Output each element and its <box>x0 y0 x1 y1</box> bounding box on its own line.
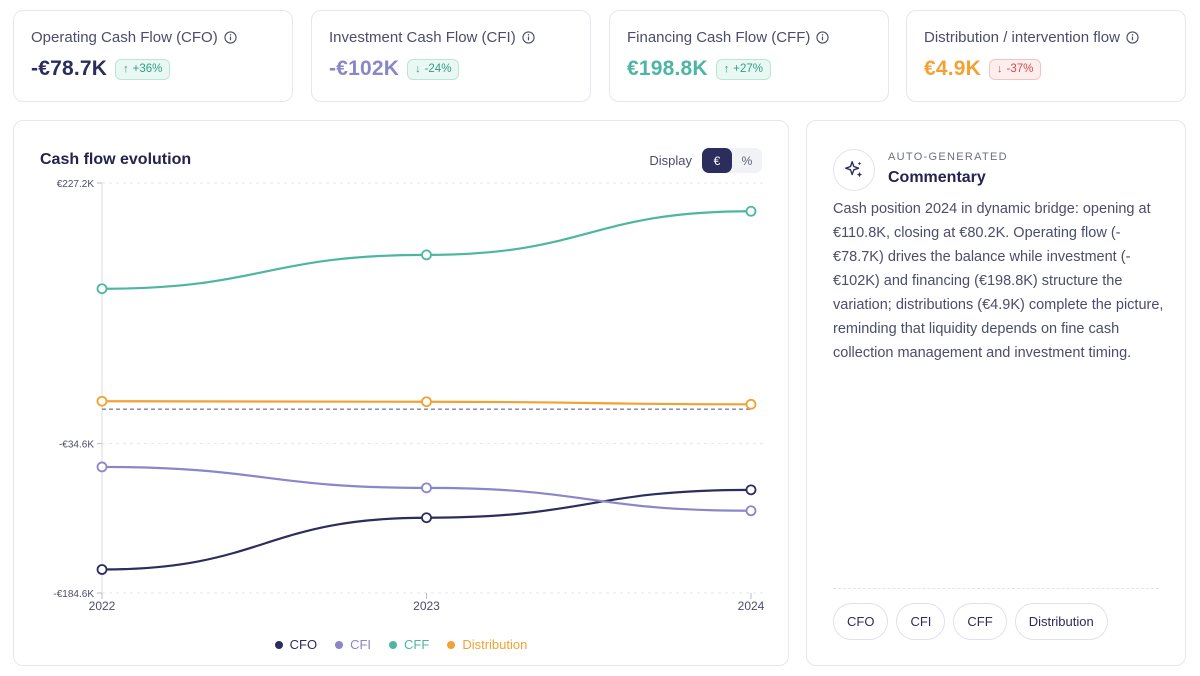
euro-option-button[interactable]: € <box>702 148 732 173</box>
kpi-label: Operating Cash Flow (CFO) <box>31 29 218 46</box>
kpi-value: -€78.7K <box>31 57 108 80</box>
series-chips: CFO CFI CFF Distribution <box>833 603 1108 640</box>
kpi-card-cff: Financing Cash Flow (CFF) €198.8K ↑ +27% <box>609 10 889 102</box>
trend-badge: ↑ +27% <box>715 58 772 80</box>
kpi-label: Investment Cash Flow (CFI) <box>329 29 516 46</box>
kpi-label: Distribution / intervention flow <box>924 29 1120 46</box>
info-circle-icon[interactable] <box>1126 31 1139 44</box>
sparkle-badge <box>833 149 875 191</box>
info-circle-icon[interactable] <box>224 31 237 44</box>
data-point-cfi <box>745 505 757 517</box>
info-circle-icon[interactable] <box>816 31 830 44</box>
data-point-cff <box>745 205 757 217</box>
kpi-card-distribution: Distribution / intervention flow €4.9K ↓… <box>906 10 1186 102</box>
legend-dot <box>335 640 344 649</box>
data-point-cff <box>421 249 432 261</box>
trend-badge: ↓ -24% <box>407 58 460 80</box>
info-circle-icon[interactable] <box>522 31 535 44</box>
data-point-cfo <box>745 484 757 496</box>
kpi-value: -€102K <box>329 57 400 80</box>
data-point-cfo <box>96 564 108 575</box>
unit-segmented-control: € % <box>702 148 762 173</box>
data-point-distribution <box>96 395 108 407</box>
data-point-cff <box>96 283 108 295</box>
x-tick-label: 2023 <box>413 599 440 613</box>
display-label: Display <box>649 153 692 168</box>
commentary-title: Commentary <box>888 169 986 186</box>
kpi-label: Financing Cash Flow (CFF) <box>627 29 811 46</box>
legend-dot <box>274 640 283 649</box>
data-point-cfi <box>421 482 432 494</box>
arrow-up-icon: ↑ <box>123 62 129 75</box>
commentary-card: AUTO-GENERATED Commentary Cash position … <box>806 120 1186 666</box>
x-tick-label: 2024 <box>738 599 765 613</box>
series-line-cfo <box>101 488 752 571</box>
percent-option-button[interactable]: % <box>741 153 753 168</box>
legend-item-cfi[interactable]: CFI <box>335 637 371 652</box>
data-point-distribution <box>421 396 432 408</box>
legend-item-cfo[interactable]: CFO <box>274 637 317 652</box>
y-tick-label: -€184.6K <box>53 589 94 600</box>
chip-distribution[interactable]: Distribution <box>1014 603 1108 640</box>
trend-badge: ↓ -37% <box>989 58 1042 80</box>
sparkle-icon <box>845 161 863 178</box>
kpi-value: €198.8K <box>627 57 708 80</box>
chip-cff[interactable]: CFF <box>953 603 1007 640</box>
x-tick-label: 2022 <box>89 599 116 613</box>
data-point-distribution <box>745 398 757 410</box>
y-tick-label: €227.2K <box>57 179 95 190</box>
arrow-up-icon: ↑ <box>723 62 730 75</box>
y-tick-label: -€34.6K <box>59 440 94 451</box>
data-point-cfi <box>96 461 108 473</box>
chart-legend: CFO CFI CFF Distribution <box>14 637 788 652</box>
arrow-down-icon: ↓ <box>415 62 421 75</box>
arrow-down-icon: ↓ <box>997 62 1003 75</box>
divider <box>833 588 1159 589</box>
legend-item-cff[interactable]: CFF <box>389 637 429 652</box>
kpi-value: €4.9K <box>924 57 982 80</box>
chart-title: Cash flow evolution <box>40 151 192 168</box>
chart-card: €227.2K -€34.6K -€184.6K 2022 2023 2024 Cash … <box>13 120 789 666</box>
legend-dot <box>447 640 456 649</box>
chip-cfo[interactable]: CFO <box>833 603 889 640</box>
data-point-cfo <box>421 512 432 524</box>
legend-item-distribution[interactable]: Distribution <box>447 637 527 652</box>
chip-cfi[interactable]: CFI <box>896 603 946 640</box>
legend-dot <box>389 640 398 649</box>
display-toggle: Display € % <box>649 148 762 173</box>
trend-badge: ↑ +36% <box>115 58 171 80</box>
kpi-card-cfi: Investment Cash Flow (CFI) -€102K ↓ -24% <box>311 10 591 102</box>
commentary-text: Cash position 2024 in dynamic bridge: op… <box>833 201 1164 361</box>
kpi-card-cfo: Operating Cash Flow (CFO) -€78.7K ↑ +36% <box>13 10 293 102</box>
auto-generated-tag: AUTO-GENERATED <box>888 151 1008 163</box>
